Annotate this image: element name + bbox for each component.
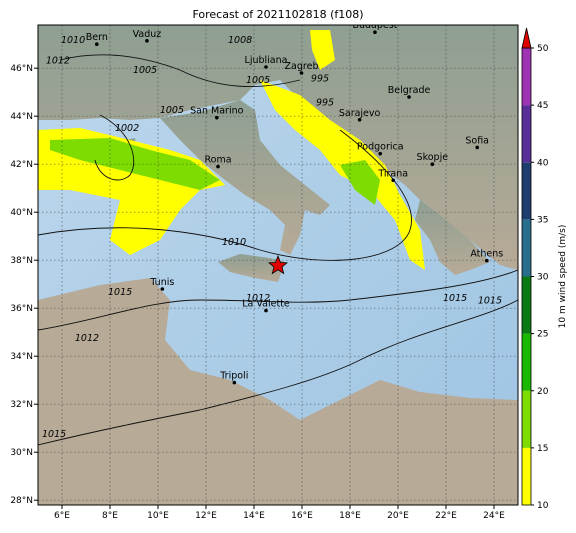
colorbar-segment [522,105,531,163]
y-tick-label: 42°N [10,160,33,170]
colorbar-tick-label: 20 [537,387,549,397]
city-marker [264,308,268,313]
colorbar-tick-label: 30 [537,273,549,283]
city-label: Tunis [149,277,174,288]
city-label: Tripoli [219,371,248,382]
contour-label: 1015 [443,293,467,304]
contour-label: 1002 [115,123,139,134]
contour-label: 1008 [228,35,252,46]
city-label: Athens [470,249,503,260]
y-tick-label: 30°N [10,448,33,458]
y-tick-label: 28°N [10,496,33,506]
colorbar-label: 10 m wind speed (m/s) [558,225,568,329]
x-tick-label: 22°E [435,511,457,521]
contour-label: 1012 [246,293,270,304]
y-tick-label: 36°N [10,304,33,314]
city-marker [216,164,220,169]
city-label: Sofia [465,135,489,146]
city-marker [145,39,149,43]
city-label: Budapest [352,20,397,31]
city-label: Skopje [417,152,449,163]
colorbar-tick-label: 15 [537,444,548,454]
colorbar-tick-label: 50 [537,44,549,54]
x-tick-label: 14°E [243,511,265,521]
city-marker [373,30,377,34]
city-marker [430,162,435,166]
city-marker [215,115,219,120]
city-marker [160,287,165,291]
colorbar-segment [522,333,531,391]
contour-label: 995 [311,73,329,84]
city-label: San Marino [190,106,243,117]
y-tick-label: 44°N [10,112,33,122]
city-label: Bern [86,32,108,43]
city-label: La Valette [242,299,290,310]
y-tick-label: 46°N [10,64,33,74]
contour-label: 1005 [246,75,270,86]
contour-label: 1010 [222,237,246,248]
contour-label: 1010 [61,35,85,46]
city-label: Sarajevo [339,108,381,119]
colorbar-segment [522,48,531,106]
x-tick-label: 10°E [147,511,169,521]
contour-label: 1015 [42,429,66,440]
contour-label: 1015 [108,287,132,298]
y-tick-label: 40°N [10,208,33,218]
city-marker [357,118,362,122]
x-tick-label: 24°E [483,511,505,521]
city-marker [485,258,489,263]
contour-label: 995 [316,97,334,108]
city-marker [378,151,383,156]
city-marker [475,145,480,150]
y-tick-label: 34°N [10,352,33,362]
city-label: Belgrade [388,85,431,96]
colorbar-segment [522,162,531,220]
event-star [267,254,289,275]
x-tick-label: 12°E [195,511,217,521]
y-tick-label: 38°N [10,256,33,266]
colorbar-tick-label: 35 [537,215,548,225]
map-frame [37,24,519,506]
x-tick-label: 8°E [102,511,118,521]
colorbar-segment [522,390,531,448]
city-label: Roma [204,155,231,166]
city-marker [391,178,396,183]
x-tick-label: 16°E [291,511,313,521]
y-tick-label: 32°N [10,400,33,410]
contour-label: 1005 [133,65,157,76]
x-tick-label: 18°E [339,511,361,521]
colorbar-segment [522,219,531,277]
city-marker [95,42,99,46]
title: Forecast of 2021102818 (f108) [192,8,363,21]
city-label: Podgorica [357,142,404,153]
colorbar-tick-label: 45 [537,101,548,111]
city-marker [232,380,237,385]
contour-label: 1012 [46,55,70,66]
contour-label: 1005 [160,105,184,116]
x-tick-label: 20°E [387,511,409,521]
city-label: Ljubliana [245,55,288,66]
city-label: Tirana [377,168,408,179]
contour-label: 1015 [478,295,502,306]
colorbar-tick-label: 25 [537,330,548,340]
city-marker [299,71,304,75]
city-marker [264,65,268,69]
x-tick-label: 6°E [54,511,70,521]
city-label: Vaduz [133,29,162,40]
colorbar-tick-label: 40 [537,158,549,168]
colorbar-segment [522,276,531,334]
colorbar-extend [521,27,532,49]
city-marker [407,95,411,99]
city-label: Zagreb [285,61,319,72]
colorbar-tick-label: 10 [537,501,549,511]
colorbar-segment [522,447,531,505]
contour-label: 1012 [75,333,99,344]
